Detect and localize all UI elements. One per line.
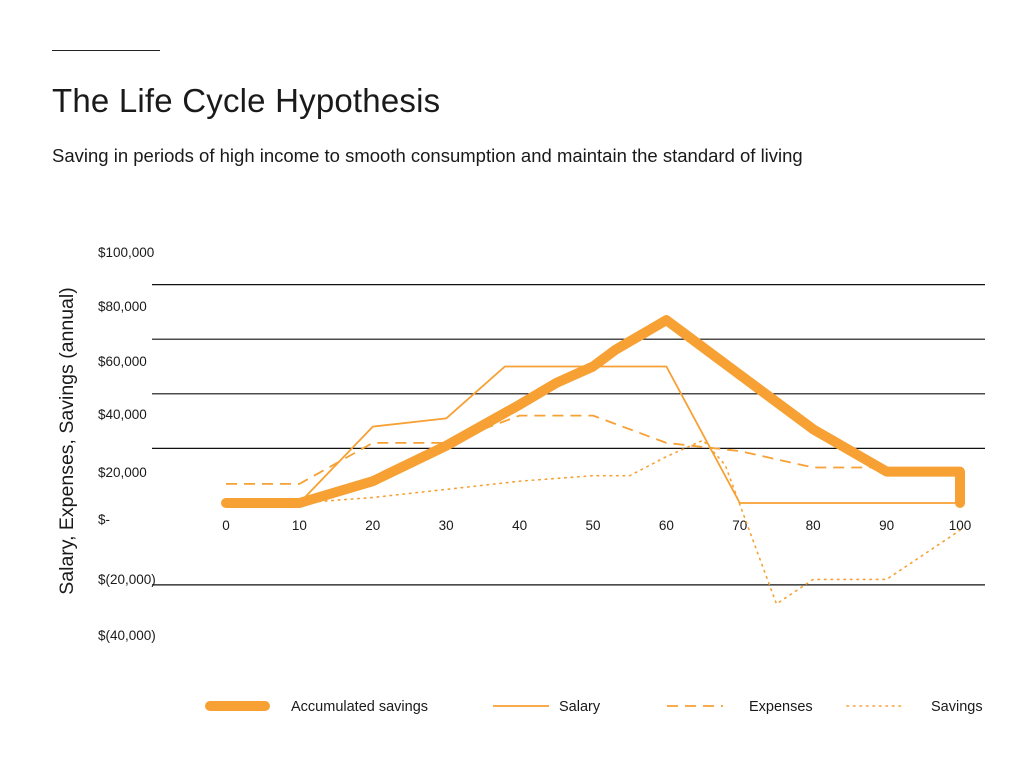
series-line-expenses xyxy=(226,414,887,485)
y-tick-label: $60,000 xyxy=(98,354,147,369)
y-tick-label: $80,000 xyxy=(98,299,147,314)
chart-subtitle: Saving in periods of high income to smoo… xyxy=(52,145,803,166)
series-line-savings xyxy=(298,439,961,605)
y-tick-label: $40,000 xyxy=(98,407,147,422)
x-tick-labels: 0 10 20 30 40 50 60 70 80 90 100 xyxy=(222,518,971,533)
chart-title: The Life Cycle Hypothesis xyxy=(52,82,441,119)
y-tick-label: $(40,000) xyxy=(98,628,156,643)
legend-label-salary: Salary xyxy=(559,699,601,715)
x-tick-label: 10 xyxy=(292,518,307,533)
x-tick-label: 70 xyxy=(732,518,747,533)
header-rule xyxy=(52,50,160,51)
x-tick-label: 60 xyxy=(659,518,674,533)
series-line-salary xyxy=(298,365,960,504)
gridlines xyxy=(152,284,985,586)
series-lines xyxy=(221,315,965,605)
x-tick-label: 30 xyxy=(439,518,454,533)
legend: Accumulated savings Salary Expenses Savings xyxy=(205,699,983,715)
x-tick-label: 90 xyxy=(879,518,894,533)
x-tick-label: 20 xyxy=(365,518,380,533)
y-tick-labels: $100,000 $80,000 $60,000 $40,000 $20,000 $- $(… xyxy=(98,245,156,643)
y-tick-label: $(20,000) xyxy=(98,572,156,587)
y-tick-label: $- xyxy=(98,512,110,527)
legend-label-expenses: Expenses xyxy=(749,699,813,715)
x-tick-label: 0 xyxy=(222,518,230,533)
x-tick-label: 40 xyxy=(512,518,527,533)
x-tick-label: 80 xyxy=(806,518,821,533)
legend-label-savings: Savings xyxy=(931,699,983,715)
series-line-accumulated-savings xyxy=(221,315,965,508)
x-tick-label: 50 xyxy=(585,518,600,533)
y-axis-label: Salary, Expenses, Savings (annual) xyxy=(56,287,78,594)
y-tick-label: $20,000 xyxy=(98,465,147,480)
y-tick-label: $100,000 xyxy=(98,245,154,260)
legend-label-accumulated-savings: Accumulated savings xyxy=(291,699,428,715)
x-tick-label: 100 xyxy=(949,518,972,533)
